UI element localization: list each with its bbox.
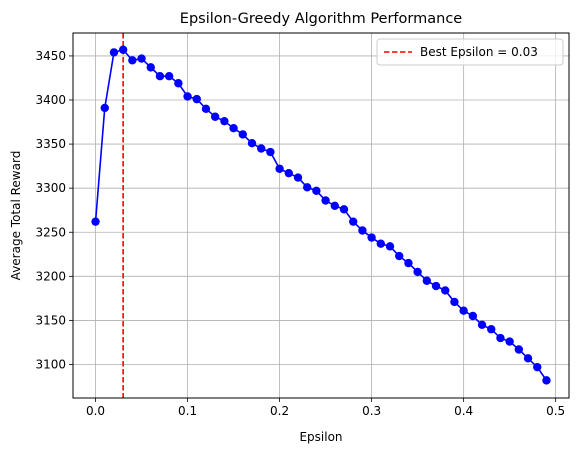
data-point	[256, 144, 266, 153]
data-point	[330, 201, 340, 211]
x-tick-label: 0.2	[270, 404, 289, 418]
data-point	[321, 196, 330, 205]
data-point	[238, 130, 247, 139]
y-tick-label: 3300	[35, 181, 66, 195]
y-tick-label: 3250	[35, 225, 66, 239]
data-point	[183, 92, 192, 101]
y-tick-label: 3450	[35, 49, 66, 63]
y-tick-label: 3100	[35, 357, 66, 371]
y-axis-label: Average Total Reward	[9, 151, 23, 281]
data-point	[422, 276, 432, 285]
data-point	[533, 362, 542, 372]
data-point	[468, 311, 478, 321]
data-point	[302, 183, 312, 192]
data-point	[293, 173, 303, 182]
legend-label-best-epsilon: Best Epsilon = 0.03	[420, 45, 538, 59]
data-point	[385, 242, 395, 251]
legend: Best Epsilon = 0.03	[376, 38, 564, 66]
data-point	[91, 217, 100, 226]
data-point	[450, 297, 459, 307]
data-point	[358, 226, 367, 235]
data-point	[431, 281, 441, 291]
y-tick-label: 3150	[35, 313, 66, 327]
legend-box	[376, 38, 564, 66]
data-point	[367, 233, 376, 242]
x-tick-label: 0.1	[178, 404, 197, 418]
x-tick-label: 0.3	[362, 404, 381, 418]
data-point	[155, 72, 165, 81]
data-point	[275, 164, 284, 173]
data-point	[376, 239, 386, 248]
y-tick-label: 3200	[35, 269, 66, 283]
data-series	[91, 45, 551, 385]
chart-title: Epsilon-Greedy Algorithm Performance	[180, 11, 463, 27]
data-point	[404, 258, 413, 268]
data-point	[201, 104, 211, 114]
data-point	[128, 56, 137, 65]
data-point	[118, 45, 128, 54]
data-point	[192, 94, 201, 104]
data-point	[247, 139, 257, 148]
data-point	[146, 63, 155, 72]
data-point	[496, 333, 505, 343]
data-point	[477, 320, 487, 330]
data-point	[109, 48, 119, 57]
data-point	[266, 147, 275, 157]
data-point	[523, 354, 533, 363]
data-point	[137, 54, 146, 63]
data-point	[220, 116, 229, 126]
data-point	[542, 376, 551, 385]
data-point	[349, 217, 358, 226]
y-axis: 3100 3150 3200 3250 3300 3350 3400 3450	[35, 49, 73, 371]
data-point	[505, 337, 514, 346]
x-tick-label: 0.5	[546, 404, 565, 418]
y-tick-label: 3400	[35, 93, 66, 107]
data-point	[413, 267, 422, 277]
data-point	[174, 79, 183, 88]
data-point	[514, 345, 524, 354]
data-point	[100, 103, 109, 113]
data-point	[339, 205, 349, 214]
data-point	[459, 306, 468, 315]
x-axis-label: Epsilon	[299, 430, 342, 444]
data-point	[487, 325, 496, 334]
x-tick-label: 0.4	[454, 404, 473, 418]
x-axis: 0.0 0.1 0.2 0.3 0.4 0.5	[86, 398, 565, 418]
data-point	[229, 124, 238, 133]
data-point	[284, 168, 293, 178]
data-point	[395, 251, 404, 261]
data-point	[210, 112, 220, 121]
plot-frame	[72, 32, 570, 399]
data-point	[441, 286, 450, 295]
x-tick-label: 0.0	[86, 404, 105, 418]
data-point	[164, 72, 174, 81]
data-point	[312, 186, 321, 196]
y-tick-label: 3350	[35, 137, 66, 151]
